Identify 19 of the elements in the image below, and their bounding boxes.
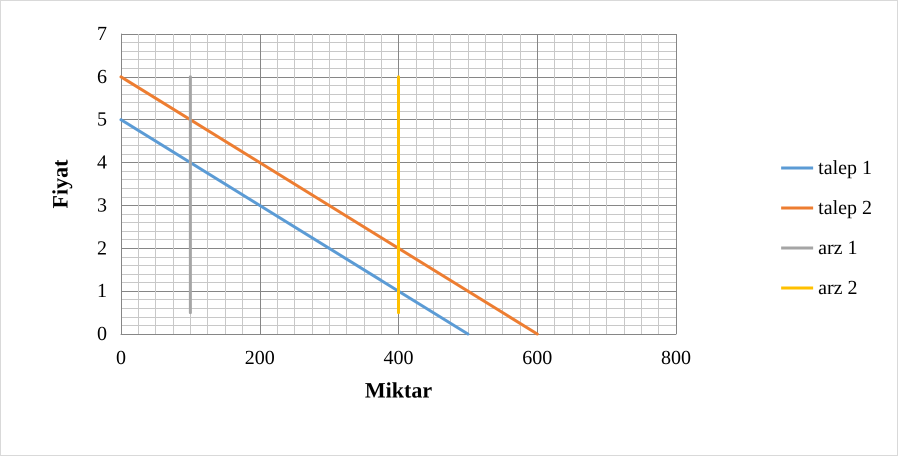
y-tick-label: 2: [97, 237, 107, 260]
y-axis-title: Fiyat: [48, 158, 72, 208]
x-axis-title: Miktar: [364, 378, 432, 402]
legend-label: talep 2: [818, 197, 872, 219]
legend-label: talep 1: [818, 157, 872, 179]
x-tick-label: 400: [384, 347, 414, 369]
legend-label: arz 1: [818, 237, 858, 259]
y-tick-label: 1: [97, 280, 107, 302]
x-tick-label: 200: [244, 347, 275, 369]
y-tick-label: 4: [97, 152, 107, 174]
y-tick-label: 5: [97, 108, 107, 131]
x-tick-label: 800: [661, 347, 691, 369]
y-tick-label: 3: [97, 194, 107, 216]
y-tick-label: 0: [97, 323, 107, 345]
y-tick-label: 7: [97, 23, 107, 45]
x-tick-label: 0: [116, 347, 126, 369]
y-tick-label: 6: [97, 66, 107, 88]
legend-label: arz 2: [818, 277, 858, 299]
x-tick-label: 600: [522, 347, 552, 369]
